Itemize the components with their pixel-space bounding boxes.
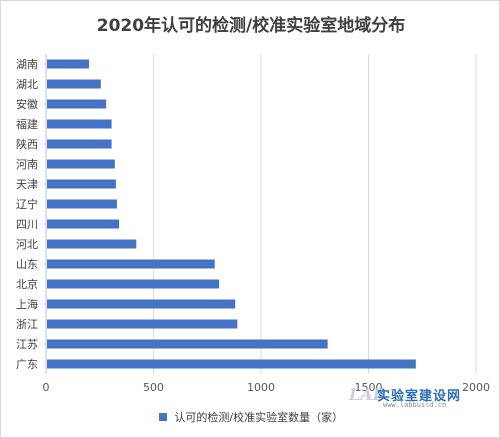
bar-上海 xyxy=(47,299,236,309)
category-label: 江苏 xyxy=(16,338,38,351)
bar-四川 xyxy=(47,219,120,229)
chart-title: 2020年认可的检测/校准实验室地域分布 xyxy=(96,16,406,36)
category-label: 河北 xyxy=(16,238,38,251)
bar-江苏 xyxy=(47,339,328,349)
legend-swatch xyxy=(158,413,167,421)
category-label: 四川 xyxy=(16,218,38,231)
x-tick-label: 1500 xyxy=(355,381,383,394)
category-label: 北京 xyxy=(16,277,38,291)
bar-河南 xyxy=(47,159,115,169)
legend: 认可的检测/校准实验室数量（家） xyxy=(1,409,499,425)
watermark-url: www.labbuild.cn xyxy=(383,401,447,409)
bar-广东 xyxy=(47,359,416,369)
bar-安徽 xyxy=(47,99,107,109)
bar-福建 xyxy=(47,119,112,129)
bar-河北 xyxy=(47,239,137,249)
x-tick-label: 1000 xyxy=(247,381,275,394)
category-label: 天津 xyxy=(16,178,38,191)
bar-辽宁 xyxy=(47,199,117,209)
category-label: 广东 xyxy=(16,358,38,371)
category-label: 河南 xyxy=(16,158,38,171)
category-label: 湖北 xyxy=(16,78,38,91)
legend-label: 认可的检测/校准实验室数量（家） xyxy=(174,411,344,424)
x-tick-label: 0 xyxy=(43,381,50,394)
bar-湖北 xyxy=(47,79,101,89)
watermark: LAB 实验室建设网 www.labbuild.cn xyxy=(349,385,479,411)
category-label: 陕西 xyxy=(16,137,38,151)
category-label: 山东 xyxy=(16,258,38,271)
bar-天津 xyxy=(47,179,116,189)
watermark-logo: LAB xyxy=(349,385,387,404)
bar-山东 xyxy=(47,259,215,269)
watermark-name: 实验室建设网 xyxy=(377,389,462,404)
bar-湖南 xyxy=(47,59,89,69)
category-label: 湖南 xyxy=(16,58,38,71)
category-label: 浙江 xyxy=(16,318,38,331)
category-label: 辽宁 xyxy=(16,197,38,211)
category-label: 安徽 xyxy=(16,97,38,111)
bar-浙江 xyxy=(47,319,238,329)
x-tick-label: 2000 xyxy=(462,381,490,394)
category-label: 福建 xyxy=(16,117,38,131)
x-tick-label: 500 xyxy=(143,381,164,394)
category-label: 上海 xyxy=(16,297,38,311)
bar-北京 xyxy=(47,279,220,289)
bar-陕西 xyxy=(47,139,112,149)
